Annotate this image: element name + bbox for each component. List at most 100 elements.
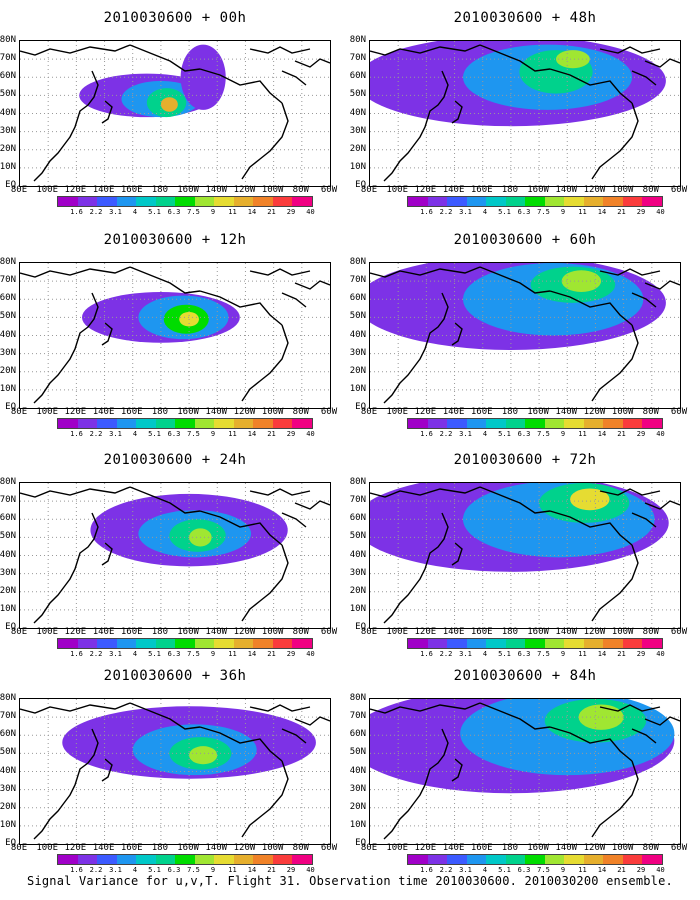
colorbar-swatch [175,197,195,206]
colorbar-label: 11 [578,650,587,658]
lon-tick-label: 80W [292,185,309,195]
colorbar-label: 6.3 [167,866,181,874]
colorbar-label: 11 [228,866,237,874]
lon-tick-label: 140E [442,843,465,853]
lon-tick-label: 80W [642,185,659,195]
colorbar [57,638,313,649]
colorbar-swatch [253,419,273,428]
lat-tick-label: 70N [349,53,366,64]
colorbar-swatch [583,197,603,206]
colorbar-label: 3.1 [459,430,472,438]
panel-title: 2010030600 + 00h [103,10,247,26]
coastline [33,728,99,840]
lon-tick-label: 60W [320,843,338,853]
colorbar [407,638,663,649]
lon-tick-label: 160E [120,185,143,195]
lon-tick-label: 160W [527,407,549,417]
colorbar-label: 7.5 [187,208,200,216]
colorbar-label: 1.6 [420,866,433,874]
coastline [33,70,99,182]
lon-tick-label: 100W [261,407,284,417]
lat-tick-label: EQ [5,402,16,412]
lat-tick-label: 80N [0,35,16,45]
lon-tick-label: 180 [151,843,169,853]
lon-tick-label: 180 [151,185,169,195]
colorbar-swatch [272,419,292,428]
colorbar-label: 9 [210,650,216,658]
coastline [451,758,463,782]
colorbar-swatch [525,855,545,864]
lat-tick-label: 70N [0,495,16,506]
coastline [33,292,99,404]
colorbar-label: 3.1 [459,866,472,874]
coastline [294,716,330,726]
colorbar-swatch [136,855,156,864]
variance-contour-level-1 [180,44,226,110]
colorbar-label: 7.5 [187,866,200,874]
lon-tick-label: 60W [320,627,338,637]
colorbar-swatch [116,855,136,864]
lon-tick-label: 180 [501,185,519,195]
lon-tick-label: 60W [670,185,688,195]
coastline [383,292,449,404]
variance-contour-level-7 [556,50,590,69]
map-area [19,40,331,187]
map-panel-p48: 2010030600 + 48h 80N 70N 60N 50N 40N 30N 20N 10N… [350,0,700,222]
lon-tick-label: 160E [470,407,493,417]
lon-tick-label: 120W [583,407,606,417]
colorbar-swatch [292,639,312,648]
lon-tick-label: 80E [10,627,28,637]
lat-tick-label: 30N [0,567,16,578]
colorbar-label: 11 [228,650,237,658]
coastline [129,266,201,294]
colorbar-label: 14 [247,430,257,438]
lon-tick-label: 180 [501,407,519,417]
colorbar-label: 6.3 [517,866,531,874]
coastline [281,70,307,86]
coastline [241,544,289,622]
colorbar-label: 40 [656,430,665,438]
colorbar-swatch [214,855,234,864]
lon-tick-label: 140W [205,185,228,195]
map-area [19,482,331,629]
lon-tick-label: 140W [205,407,228,417]
lon-tick-label: 60W [320,185,338,195]
lon-tick-label: 180 [501,627,519,637]
colorbar-label: 40 [306,430,315,438]
colorbar-swatch [486,639,506,648]
colorbar-label: 6.3 [167,430,181,438]
coastline [249,268,311,276]
map-svg [370,483,680,628]
colorbar-label: 3.1 [109,650,122,658]
coastline [451,542,463,566]
lon-tick-label: 100E [386,185,409,195]
colorbar-label: 4 [132,430,138,438]
colorbar-label: 2.2 [89,430,103,438]
colorbar-swatch [292,855,312,864]
colorbar-swatch [136,639,156,648]
map-svg [20,41,330,186]
lat-tick-label: EQ [355,622,366,632]
lat-tick-label: 50N [0,89,16,100]
lon-tick-label: 100E [386,843,409,853]
variance-contour-level-8 [570,488,610,511]
lon-tick-label: 160W [177,627,199,637]
coastline [599,704,661,712]
lon-tick-label: 140E [92,843,115,853]
colorbar-label: 9 [560,208,566,216]
lat-tick-label: 30N [349,783,366,794]
coastline [549,290,633,326]
panel-title: 2010030600 + 84h [453,668,597,684]
lat-tick-label: 40N [0,549,16,560]
colorbar-swatch [136,419,156,428]
coastline [631,512,657,528]
colorbar-swatch [525,197,545,206]
colorbar-swatch [233,855,253,864]
coastline [294,58,330,68]
colorbar-label: 6.3 [167,208,181,216]
coastline [451,100,463,124]
lon-tick-label: 80E [360,627,378,637]
colorbar-label: 40 [306,866,315,874]
lat-tick-label: 40N [0,107,16,118]
lat-tick-label: 30N [0,347,16,358]
